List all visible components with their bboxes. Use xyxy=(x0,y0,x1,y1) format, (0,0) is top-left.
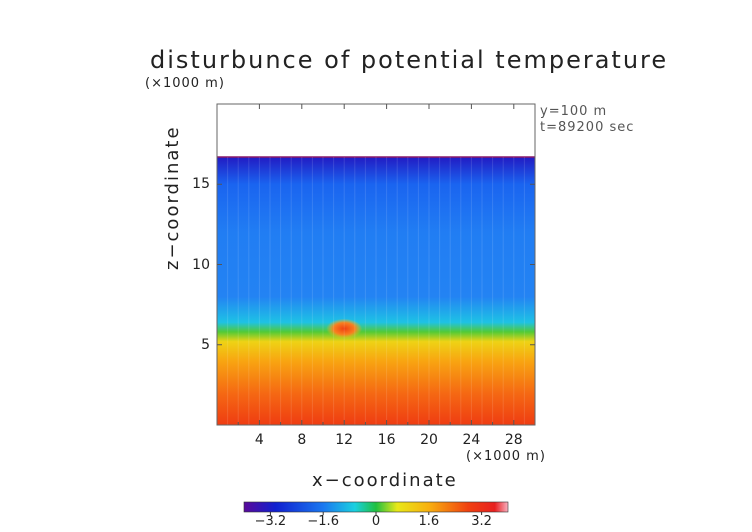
x-tick-label: 20 xyxy=(420,432,438,448)
annotation-y: y=100 m xyxy=(540,104,608,119)
y-axis-label: z−coordinate xyxy=(162,125,183,270)
x-unit-label: (×1000 m) xyxy=(466,449,546,464)
x-axis-label: x−coordinate xyxy=(312,470,458,491)
x-tick-label: 8 xyxy=(297,432,307,448)
colorbar-tick-label: 0 xyxy=(371,514,381,529)
y-tick-label: 15 xyxy=(192,176,210,193)
colorbar xyxy=(243,501,509,513)
y-unit-label: (×1000 m) xyxy=(145,76,225,91)
y-tick-label: 10 xyxy=(192,256,210,273)
chart-title: disturbunce of potential temperature xyxy=(150,46,669,74)
x-tick-label: 12 xyxy=(335,432,354,448)
annotation-t: t=89200 sec xyxy=(540,120,635,135)
x-tick-label: 4 xyxy=(254,432,264,448)
x-tick-label: 24 xyxy=(462,432,481,448)
colorbar-tick-label: 1.6 xyxy=(418,514,440,529)
x-tick-label: 16 xyxy=(377,432,396,448)
colorbar-tick-label: −3.2 xyxy=(254,514,287,529)
x-tick-label: 28 xyxy=(504,432,523,448)
temperature-field xyxy=(217,156,535,425)
warm-anomaly xyxy=(326,318,363,339)
y-tick-label: 5 xyxy=(201,336,210,353)
colorbar-tick-label: 3.2 xyxy=(471,514,492,529)
colorbar-tick-label: −1.6 xyxy=(307,514,339,529)
